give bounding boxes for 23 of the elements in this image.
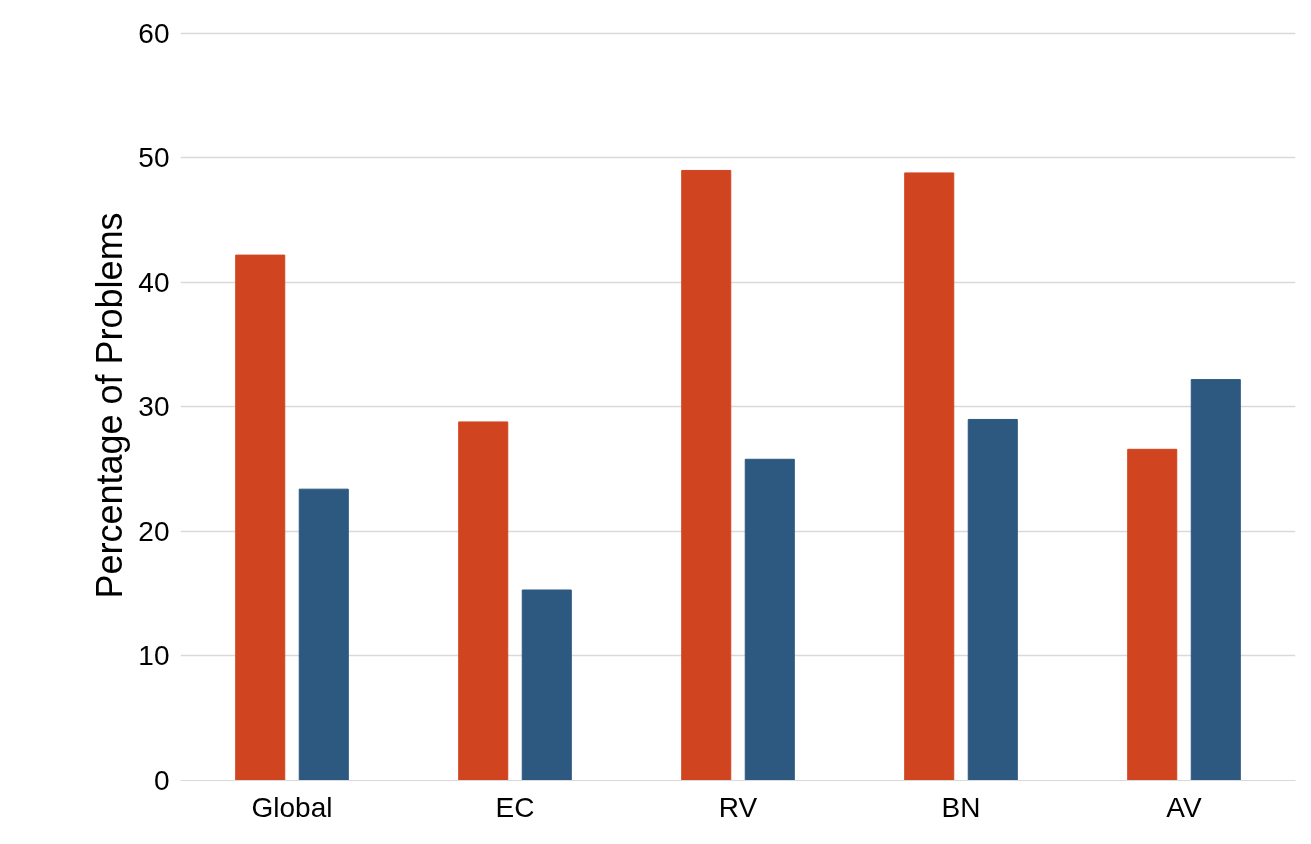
x-tick-label: BN xyxy=(941,791,981,823)
bar xyxy=(235,254,286,781)
bar xyxy=(681,169,732,781)
x-tick-label: RV xyxy=(718,791,758,823)
bar xyxy=(904,172,955,781)
bar xyxy=(744,458,795,781)
bar xyxy=(458,421,509,781)
bar xyxy=(1190,379,1241,781)
x-tick-label: Global xyxy=(251,791,333,823)
bar xyxy=(521,589,572,781)
bar xyxy=(967,418,1018,781)
y-tick-label: 60 xyxy=(138,17,170,49)
y-tick-label: 30 xyxy=(138,391,170,423)
y-tick-label: 0 xyxy=(153,765,170,796)
x-tick-label: EC xyxy=(495,791,535,823)
y-tick-label: 50 xyxy=(138,142,170,174)
bar xyxy=(298,488,349,781)
bar xyxy=(1127,448,1178,781)
y-tick-label: 20 xyxy=(138,516,170,547)
x-tick-label: AV xyxy=(1166,791,1202,823)
y-tick-label: 10 xyxy=(138,640,170,672)
y-tick-label: 40 xyxy=(138,266,170,298)
y-axis-title: Percentage of Problems xyxy=(89,212,131,599)
